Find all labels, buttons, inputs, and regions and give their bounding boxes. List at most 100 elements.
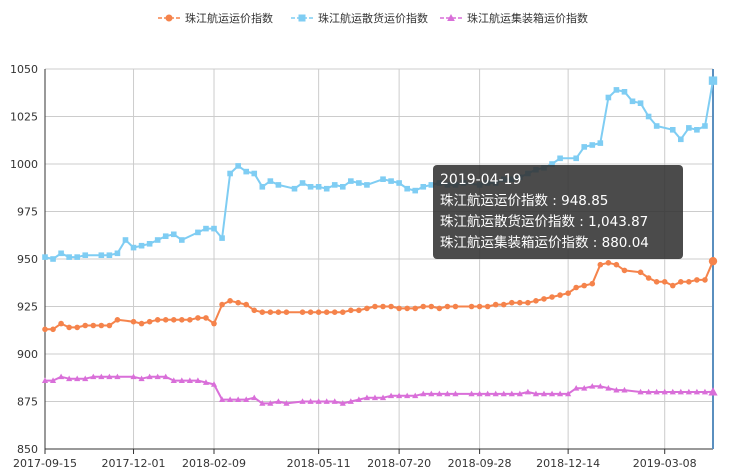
axes: 850 875 900 925 950 975 1000 1025 1050 2017-09-15… [10, 63, 714, 470]
data-point [396, 392, 403, 399]
data-point [275, 309, 282, 316]
data-point [146, 318, 153, 325]
data-point [686, 279, 692, 285]
data-point [154, 317, 161, 323]
series-group [41, 76, 718, 406]
data-point [444, 303, 451, 310]
data-point [50, 326, 56, 333]
y-tick-label: 925 [17, 301, 38, 314]
data-point [702, 123, 708, 129]
data-point [484, 303, 491, 310]
y-tick-label: 900 [17, 348, 38, 361]
data-point [621, 89, 628, 95]
legend-label: 珠江航运散货运价指数 [318, 11, 428, 25]
data-point [669, 388, 676, 395]
data-point [420, 184, 427, 190]
data-point [339, 184, 346, 190]
data-point [452, 390, 459, 397]
data-point [420, 303, 427, 310]
data-point [404, 185, 410, 192]
data-point [82, 252, 89, 258]
data-point [315, 184, 322, 190]
data-point [170, 317, 177, 323]
data-point [218, 396, 226, 402]
data-point [162, 317, 169, 323]
data-point [581, 144, 588, 150]
data-point [355, 396, 362, 402]
data-point [138, 242, 145, 249]
data-point [702, 277, 708, 283]
data-point [557, 390, 564, 397]
data-point [203, 315, 209, 321]
data-point [90, 373, 97, 380]
data-point [251, 170, 258, 177]
data-point [379, 394, 387, 401]
series-0 [42, 256, 718, 333]
data-point [235, 163, 241, 169]
data-point [178, 377, 185, 383]
data-point [202, 379, 210, 385]
data-point [653, 279, 660, 285]
data-point [508, 299, 515, 306]
x-tick-label: 2018-02-09 [182, 457, 246, 470]
legend-item-0: 珠江航运运价指数 [158, 11, 273, 25]
data-point [589, 142, 596, 148]
data-point [165, 14, 173, 22]
legend-item-2: 珠江航运集装箱运价指数 [440, 11, 588, 25]
data-point [661, 388, 668, 395]
data-point [605, 260, 612, 266]
data-point [211, 320, 217, 327]
data-point [299, 398, 306, 404]
data-point [645, 113, 652, 120]
data-point [396, 305, 402, 312]
data-point [210, 381, 218, 387]
data-point [669, 282, 676, 289]
data-point [388, 178, 394, 184]
data-point [114, 250, 121, 257]
data-point [243, 396, 250, 402]
data-point [146, 373, 153, 380]
data-point [307, 309, 314, 316]
data-point [74, 324, 80, 331]
data-point [492, 301, 499, 308]
x-tick-label: 2017-09-15 [13, 457, 77, 470]
data-point [589, 280, 596, 287]
data-point [275, 182, 282, 188]
data-point [179, 237, 185, 243]
data-point [708, 256, 718, 266]
data-point [613, 87, 620, 93]
data-point [678, 136, 684, 143]
data-point [211, 225, 217, 232]
data-point [541, 296, 547, 302]
data-point [130, 244, 137, 251]
data-point [549, 294, 555, 300]
x-tick-label: 2018-09-28 [448, 457, 512, 470]
data-point [573, 155, 579, 162]
data-point [154, 373, 161, 380]
data-point [532, 390, 540, 397]
data-point [243, 168, 250, 175]
data-point [331, 309, 338, 316]
data-point [380, 176, 386, 182]
data-point [138, 320, 145, 327]
data-point [565, 290, 571, 297]
data-point [98, 322, 105, 329]
data-point [364, 182, 370, 188]
data-point [106, 252, 113, 258]
data-point [573, 384, 580, 391]
data-point [388, 303, 394, 310]
data-point [267, 400, 274, 406]
data-point [661, 279, 668, 285]
data-point [686, 125, 692, 131]
data-point [339, 309, 346, 316]
data-point [436, 305, 443, 312]
data-point [315, 398, 322, 404]
data-point [412, 305, 419, 312]
data-point [82, 322, 89, 329]
data-point [524, 388, 531, 395]
data-point [283, 400, 290, 406]
data-point [548, 390, 556, 397]
y-tick-label: 1025 [10, 111, 38, 124]
data-point [259, 400, 266, 406]
